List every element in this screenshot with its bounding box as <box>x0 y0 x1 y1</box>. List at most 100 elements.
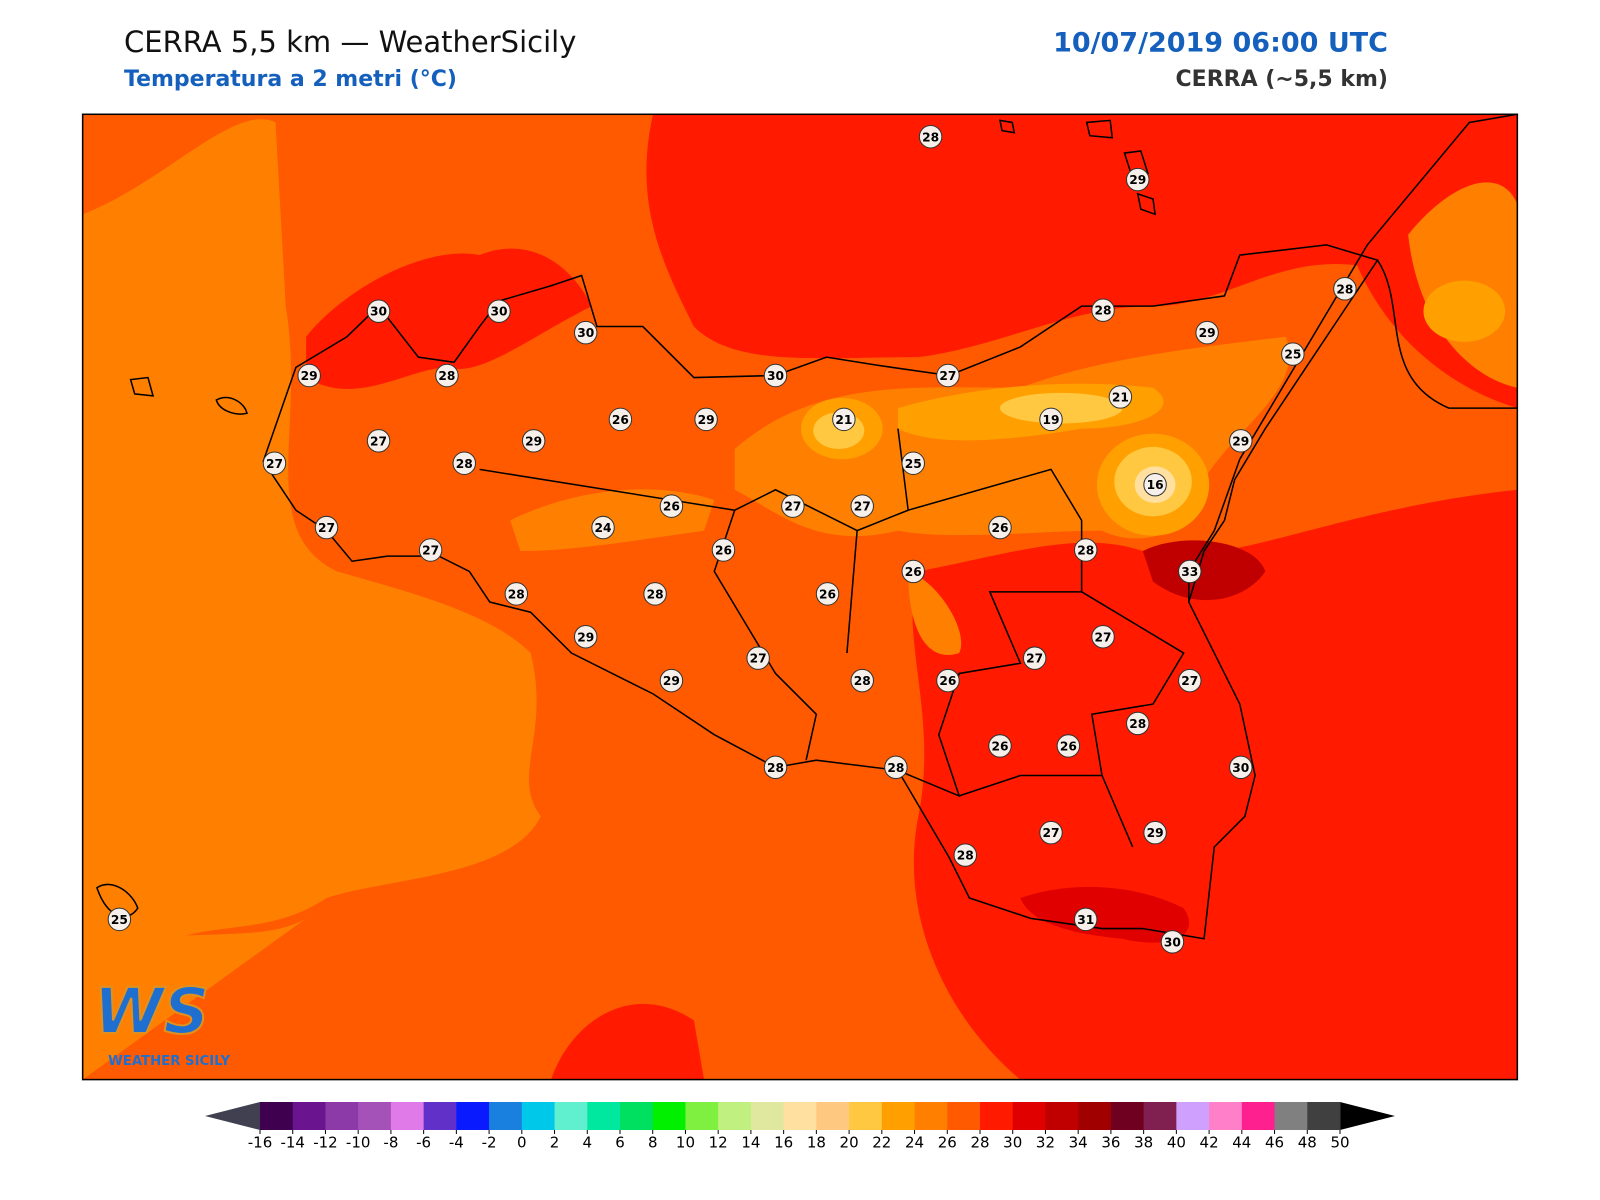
colorbar-tick-label: 26 <box>938 1134 957 1152</box>
station-value: 27 <box>784 500 801 514</box>
colorbar-tick-label: 10 <box>676 1134 695 1152</box>
subtitle: Temperatura a 2 metri (°C) <box>124 67 457 92</box>
station: 30 <box>1160 930 1185 954</box>
station-value: 30 <box>490 305 507 319</box>
station-marker <box>936 668 960 693</box>
colorbar-bin <box>521 1102 556 1130</box>
colorbar-bin <box>1045 1102 1079 1130</box>
station-value: 28 <box>767 761 784 775</box>
colorbar-bin <box>718 1102 752 1130</box>
colorbar-over <box>1340 1102 1395 1130</box>
datetime: 10/07/2019 06:00 UTC <box>1053 28 1388 59</box>
station-marker <box>1091 298 1115 322</box>
station-marker <box>901 451 925 475</box>
station: 27 <box>1022 646 1047 670</box>
station-marker <box>1229 429 1253 453</box>
colorbar-bin <box>587 1102 621 1130</box>
colorbar-tick-label: 2 <box>550 1134 560 1152</box>
colorbar: -16 -14 -12 -10 -8 -6 -4 -2 0 2 4 6 8 10 12 14 16 18 20 22 2… <box>205 1102 1395 1152</box>
station-value: 29 <box>1129 173 1146 187</box>
station: 21 <box>1108 385 1133 409</box>
station-marker <box>487 299 511 323</box>
station: 28 <box>504 582 529 606</box>
station-marker <box>573 624 598 649</box>
colorbar-tick-label: 50 <box>1330 1134 1349 1152</box>
station-value: 29 <box>301 369 318 383</box>
station-marker <box>850 668 874 693</box>
station: 30 <box>573 320 598 345</box>
station-value: 30 <box>1232 761 1249 775</box>
station: 27 <box>1039 820 1063 845</box>
station: 29 <box>1229 429 1253 453</box>
station: 27 <box>314 515 339 540</box>
station: 26 <box>988 515 1012 540</box>
station-value: 26 <box>905 565 922 579</box>
station-value: 27 <box>1042 826 1059 840</box>
station-marker <box>608 407 633 432</box>
colorbar-bin <box>816 1102 850 1130</box>
station-value: 28 <box>647 587 664 601</box>
colorbar-tick-label: 6 <box>615 1134 625 1152</box>
station-marker <box>1160 930 1185 954</box>
colorbar-bin <box>1012 1102 1046 1130</box>
station: 28 <box>452 451 477 475</box>
station-marker <box>884 755 908 780</box>
station-marker <box>918 124 943 149</box>
title: CERRA 5,5 km — WeatherSicily <box>124 25 576 59</box>
colorbar-tick-label: 14 <box>741 1134 760 1152</box>
station-value: 26 <box>715 544 732 558</box>
station: 24 <box>591 515 615 540</box>
station-value: 30 <box>767 369 784 383</box>
station: 28 <box>850 668 874 693</box>
station: 27 <box>1091 624 1115 649</box>
station-value: 27 <box>1095 630 1112 644</box>
station-marker <box>643 582 667 606</box>
colorbar-tick-label: 30 <box>1003 1134 1022 1152</box>
station-marker <box>1091 624 1115 649</box>
station-value: 26 <box>991 521 1008 535</box>
colorbar-bin <box>980 1102 1014 1130</box>
station-marker <box>1143 472 1167 497</box>
station-marker <box>418 538 443 562</box>
colorbar-bin <box>1143 1102 1177 1130</box>
model: CERRA (~5,5 km) <box>1176 67 1388 92</box>
station: 26 <box>711 538 736 562</box>
station-marker <box>1056 734 1081 758</box>
colorbar-tick-label: 22 <box>872 1134 891 1152</box>
station-marker <box>452 451 477 475</box>
colorbar-tick-label: -6 <box>416 1134 431 1152</box>
colorbar-tick-label: 8 <box>648 1134 658 1152</box>
logo-name: WEATHER SICILY <box>108 1054 230 1069</box>
colorbar-bin <box>554 1102 588 1130</box>
station-marker <box>314 515 339 540</box>
station-value: 29 <box>1147 826 1164 840</box>
station-value: 28 <box>1077 544 1094 558</box>
station-value: 27 <box>370 434 387 448</box>
colorbar-bin <box>914 1102 948 1130</box>
station: 29 <box>1126 167 1150 192</box>
station-value: 29 <box>698 413 715 427</box>
station-marker <box>1229 755 1253 780</box>
logo: WS WEATHER SICILY <box>93 973 231 1069</box>
colorbar-tick-label: 28 <box>970 1134 989 1152</box>
temperature-field <box>82 114 1518 1080</box>
station: 27 <box>850 494 874 518</box>
station: 19 <box>1039 407 1063 432</box>
station-marker <box>366 299 391 323</box>
station: 27 <box>1178 668 1202 693</box>
colorbar-bin <box>750 1102 785 1130</box>
station: 26 <box>815 582 840 606</box>
station-value: 26 <box>1060 739 1077 753</box>
colorbar-tick-label: 44 <box>1232 1134 1251 1152</box>
station: 29 <box>573 624 598 649</box>
coastline <box>96 113 1518 940</box>
colorbar-bin <box>1209 1102 1243 1130</box>
station-value: 27 <box>854 500 871 514</box>
station-value: 29 <box>1232 434 1249 448</box>
station: 29 <box>1143 820 1167 845</box>
station: 29 <box>521 429 546 453</box>
station: 30 <box>1229 755 1253 780</box>
station-marker <box>1126 711 1150 736</box>
colorbar-tick-label: 16 <box>774 1134 793 1152</box>
colorbar-under <box>205 1102 260 1130</box>
